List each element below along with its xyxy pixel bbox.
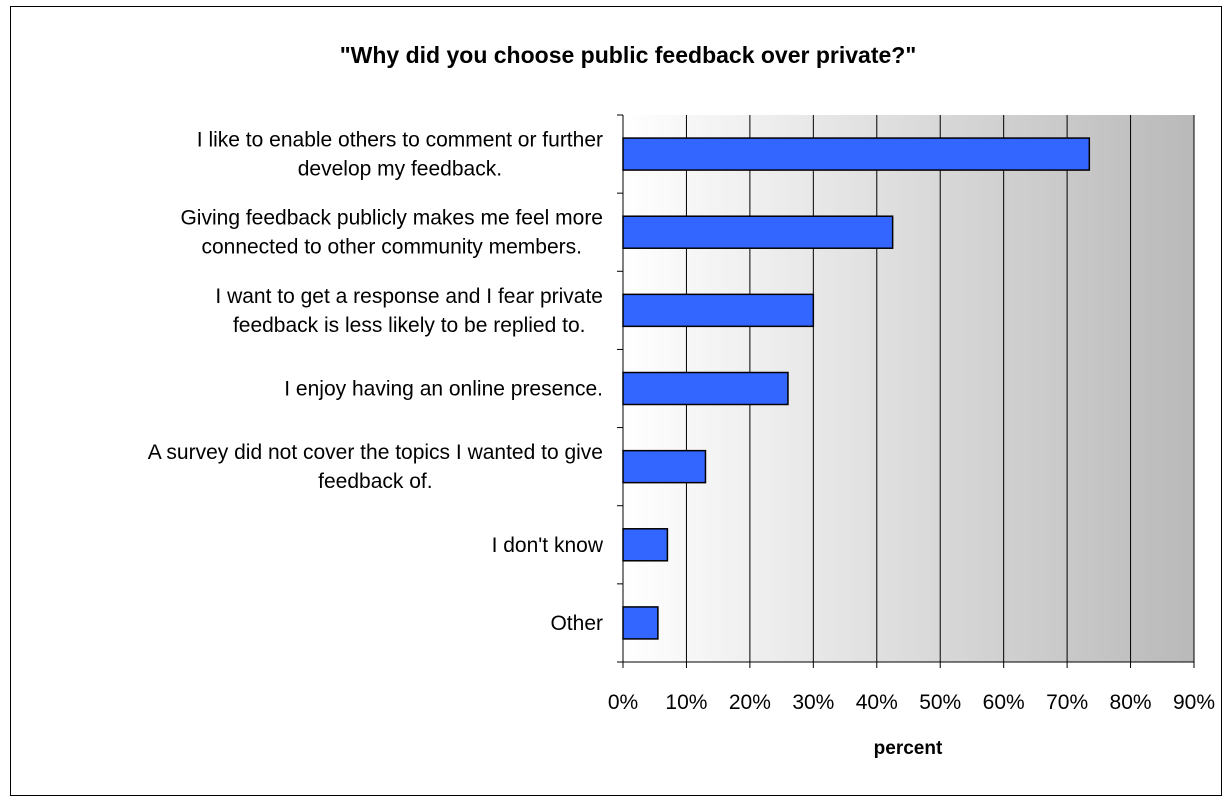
x-tick-label: 90% xyxy=(1173,691,1215,714)
category-label: Giving feedback publicly makes me feel m… xyxy=(180,207,603,230)
bar xyxy=(622,293,815,328)
category-label: Other xyxy=(550,612,603,635)
category-label: feedback is less likely to be replied to… xyxy=(233,314,586,337)
category-label: feedback of. xyxy=(318,470,432,493)
x-tick-labels: 0% 10% 20% 30% 40% 50% 60% 70% 80% 90% xyxy=(608,691,1215,714)
bar xyxy=(622,606,659,640)
category-labels: I like to enable others to comment or fu… xyxy=(148,129,604,635)
bar xyxy=(622,528,669,562)
category-label: connected to other community members. xyxy=(201,236,582,259)
x-tick-label: 20% xyxy=(729,691,771,714)
x-axis-label: percent xyxy=(874,738,943,759)
grid-lines xyxy=(685,115,1195,662)
x-tick-label: 40% xyxy=(856,691,898,714)
x-tick-label: 80% xyxy=(1110,691,1152,714)
bar xyxy=(622,215,894,249)
x-tick-label: 0% xyxy=(608,691,638,714)
x-tick-label: 10% xyxy=(665,691,707,714)
category-label: I like to enable others to comment or fu… xyxy=(197,129,603,152)
category-label: I enjoy having an online presence. xyxy=(284,378,603,401)
chart-title: "Why did you choose public feedback over… xyxy=(340,42,916,68)
x-tick-label: 30% xyxy=(792,691,834,714)
category-label: I want to get a response and I fear priv… xyxy=(215,285,603,308)
category-label: A survey did not cover the topics I want… xyxy=(148,441,603,464)
bars xyxy=(622,137,1091,640)
x-tick-label: 70% xyxy=(1046,691,1088,714)
axes xyxy=(617,114,1195,668)
category-label: I don't know xyxy=(492,534,604,557)
x-tick-label: 60% xyxy=(983,691,1025,714)
category-label: develop my feedback. xyxy=(298,158,502,181)
bar xyxy=(622,371,789,406)
x-tick-label: 50% xyxy=(919,691,961,714)
bar xyxy=(622,449,707,484)
bar xyxy=(622,137,1091,171)
